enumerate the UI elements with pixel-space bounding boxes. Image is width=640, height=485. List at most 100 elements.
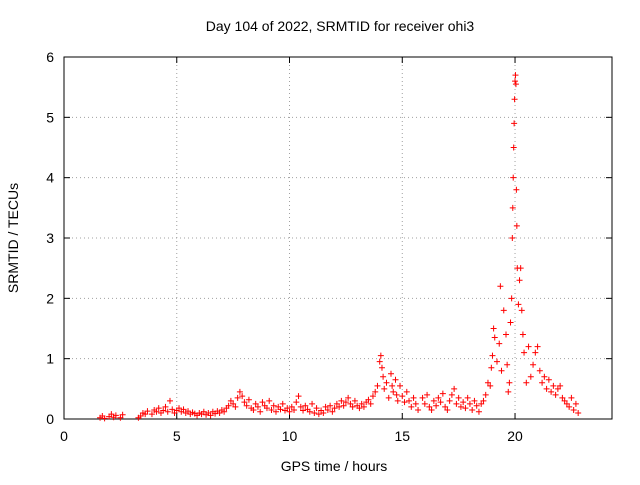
- data-point: [575, 409, 582, 416]
- data-point: [421, 400, 428, 407]
- data-point: [377, 352, 384, 359]
- data-point: [390, 388, 397, 395]
- data-point: [419, 394, 426, 401]
- data-point: [566, 403, 573, 410]
- data-point: [254, 403, 261, 410]
- data-point: [176, 405, 183, 412]
- data-point: [444, 406, 451, 413]
- data-point: [512, 78, 519, 85]
- data-point: [331, 405, 338, 412]
- data-point: [493, 358, 500, 365]
- data-point: [374, 382, 381, 389]
- data-point: [230, 400, 237, 407]
- data-point: [446, 397, 453, 404]
- data-point: [448, 391, 455, 398]
- data-point: [478, 400, 485, 407]
- data-point: [345, 394, 352, 401]
- data-point: [552, 391, 559, 398]
- data-point: [200, 408, 207, 415]
- data-point: [415, 406, 422, 413]
- data-point: [511, 96, 518, 103]
- data-point: [117, 414, 124, 421]
- data-point: [466, 400, 473, 407]
- data-point: [509, 204, 516, 211]
- data-point: [322, 403, 329, 410]
- data-point: [428, 406, 435, 413]
- data-point: [381, 385, 388, 392]
- data-point: [509, 235, 516, 241]
- data-point: [239, 393, 246, 400]
- data-point: [543, 385, 550, 392]
- data-point: [505, 388, 512, 395]
- data-point: [510, 144, 517, 151]
- data-point: [457, 403, 464, 410]
- data-point: [250, 406, 257, 413]
- data-point: [511, 120, 518, 127]
- data-point: [527, 373, 534, 380]
- data-point: [482, 391, 489, 398]
- data-point: [295, 393, 302, 400]
- data-point: [487, 382, 494, 389]
- data-point: [550, 382, 557, 389]
- data-point: [329, 408, 336, 415]
- data-point: [268, 406, 275, 413]
- chart-title: Day 104 of 2022, SRMTID for receiver ohi…: [206, 18, 475, 34]
- data-point: [424, 391, 431, 398]
- data-point: [257, 408, 264, 415]
- data-point: [464, 394, 471, 401]
- data-point: [497, 283, 504, 290]
- y-axis-label: SRMTID / TECUs: [5, 183, 21, 293]
- data-point: [453, 400, 460, 407]
- data-point: [399, 393, 406, 400]
- data-point: [297, 403, 304, 410]
- data-point: [207, 412, 214, 419]
- data-point: [336, 403, 343, 410]
- data-point: [259, 399, 266, 406]
- data-point: [311, 409, 318, 416]
- data-point: [534, 343, 541, 350]
- data-point: [516, 277, 523, 284]
- data-point: [383, 379, 390, 386]
- data-point: [491, 334, 498, 341]
- data-point: [554, 385, 561, 392]
- data-point: [153, 408, 160, 415]
- data-point: [306, 408, 313, 415]
- data-point: [324, 406, 331, 413]
- data-point: [408, 403, 415, 410]
- data-point: [517, 265, 524, 272]
- data-point: [532, 349, 539, 356]
- data-point: [513, 186, 520, 193]
- data-point: [372, 388, 379, 395]
- data-point: [394, 397, 401, 404]
- y-tick-label: 3: [46, 230, 54, 246]
- data-point: [519, 331, 526, 338]
- y-tick-label: 6: [46, 49, 54, 65]
- data-point: [272, 408, 279, 415]
- data-point: [513, 222, 520, 229]
- y-tick-label: 4: [46, 170, 54, 186]
- data-point: [342, 399, 349, 406]
- data-point: [536, 367, 543, 374]
- data-point: [277, 406, 284, 413]
- data-point: [358, 400, 365, 407]
- data-point: [570, 406, 577, 413]
- y-tick-label: 5: [46, 109, 54, 125]
- data-point: [380, 373, 387, 380]
- data-point: [236, 388, 243, 395]
- x-axis-label: GPS time / hours: [281, 458, 388, 474]
- data-point: [338, 397, 345, 404]
- data-point: [293, 399, 300, 406]
- data-point: [412, 400, 419, 407]
- data-point: [392, 376, 399, 383]
- data-point: [142, 411, 149, 418]
- data-point: [169, 406, 176, 413]
- x-tick-label: 20: [507, 428, 523, 444]
- data-point: [403, 388, 410, 395]
- data-point: [137, 412, 144, 419]
- data-point: [469, 406, 476, 413]
- data-point: [291, 406, 298, 413]
- data-point: [288, 403, 295, 410]
- data-point: [389, 382, 396, 389]
